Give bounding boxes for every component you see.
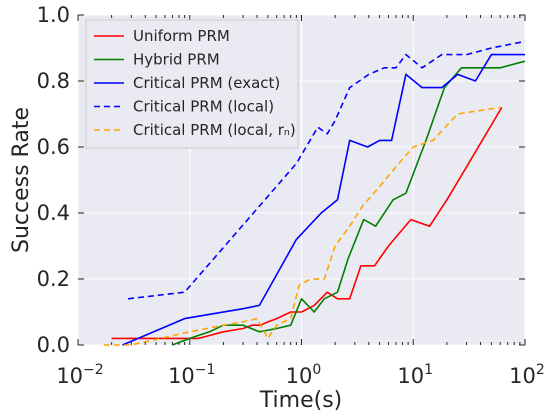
legend-label: Critical PRM (exact) bbox=[133, 74, 280, 92]
legend-box bbox=[85, 19, 299, 149]
x-tick-label: 10−2 bbox=[56, 362, 103, 388]
x-tick-label: 100 bbox=[286, 362, 322, 388]
y-tick-label: 0.0 bbox=[37, 333, 70, 357]
legend-label: Critical PRM (local, rₙ) bbox=[133, 121, 296, 139]
series-lines bbox=[103, 40, 526, 346]
legend-label: Critical PRM (local) bbox=[133, 98, 274, 116]
y-tick-label: 0.4 bbox=[37, 201, 70, 225]
legend-label: Hybrid PRM bbox=[133, 51, 220, 69]
series-line-5 bbox=[103, 106, 501, 346]
x-axis-label: Time(s) bbox=[259, 388, 342, 413]
y-tick-label: 1.0 bbox=[37, 3, 70, 27]
y-tick-label: 0.8 bbox=[37, 69, 70, 93]
legend-label: Uniform PRM bbox=[133, 27, 230, 45]
x-tick-label: 102 bbox=[509, 362, 545, 388]
series-line-1 bbox=[111, 106, 503, 340]
legend: Uniform PRM Hybrid PRM Critical PRM (exact… bbox=[85, 19, 299, 149]
x-tick-label: 10−1 bbox=[168, 362, 215, 388]
x-tick-label: 101 bbox=[397, 362, 433, 388]
series-line-4 bbox=[127, 40, 526, 300]
series-line-3 bbox=[122, 53, 525, 346]
y-axis-label: Success Rate bbox=[9, 107, 34, 253]
axis-ticks: 0.0 0.2 0.4 0.6 0.8 1.0 10−2 10−1 100 101 102 bbox=[37, 3, 545, 388]
y-tick-label: 0.2 bbox=[37, 267, 70, 291]
y-tick-label: 0.6 bbox=[37, 135, 70, 159]
